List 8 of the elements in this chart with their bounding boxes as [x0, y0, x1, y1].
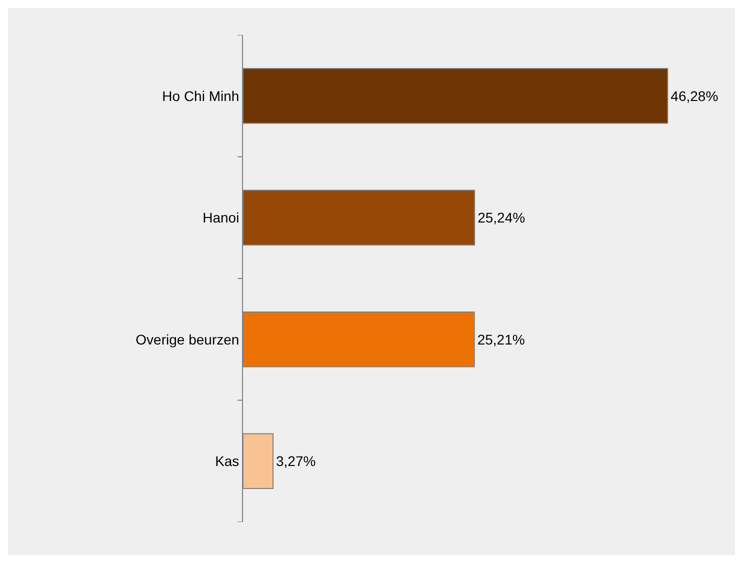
data-label: 25,24% [478, 210, 526, 226]
y-tick-label: Overige beurzen [136, 331, 240, 348]
y-tick-label: Kas [215, 453, 240, 470]
y-tick-label: Ho Chi Minh [162, 88, 240, 104]
data-label: 3,27% [276, 453, 316, 470]
y-tick-label: Hanoi [202, 210, 240, 226]
data-label: 46,28% [670, 88, 718, 104]
data-label: 25,21% [477, 331, 525, 348]
